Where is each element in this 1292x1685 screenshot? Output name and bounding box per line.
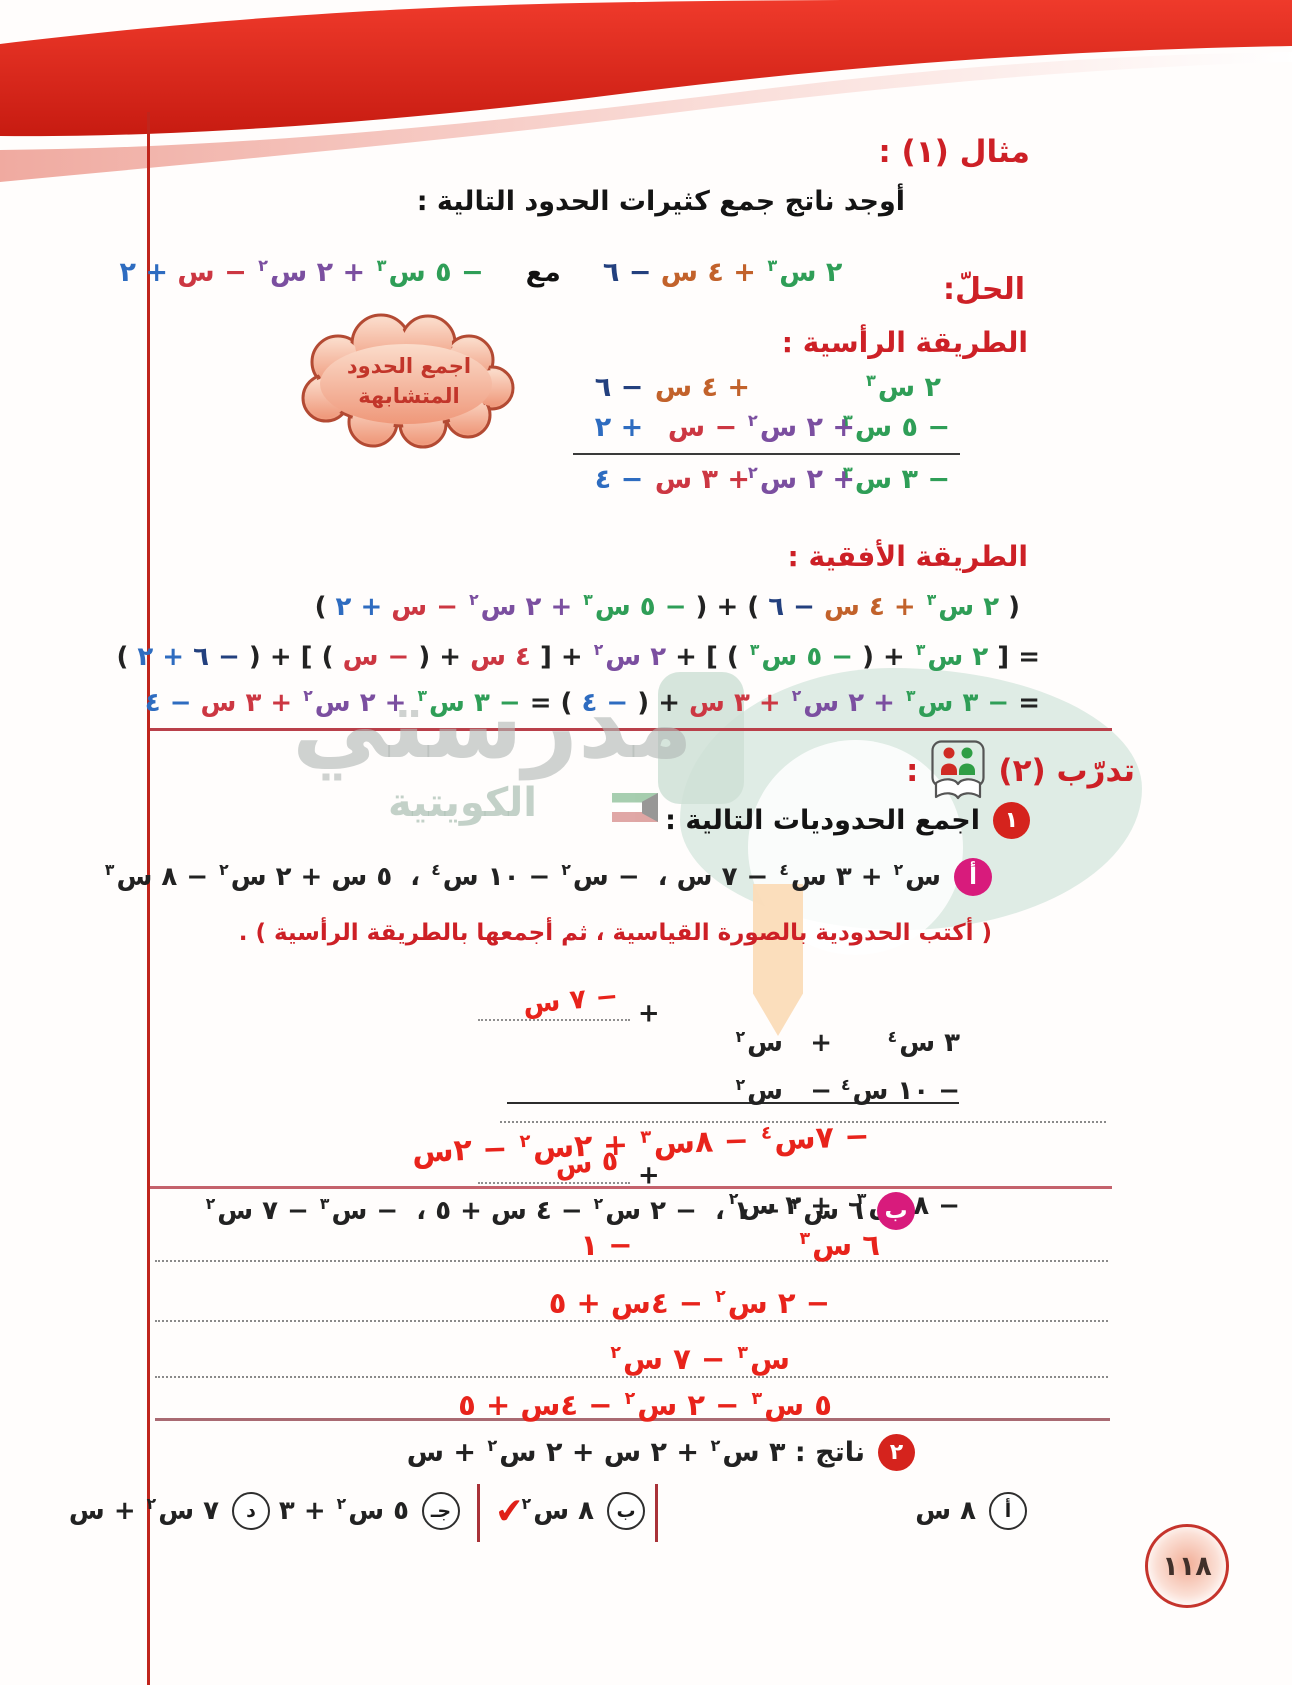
part-b-handwritten-answer: ٥ س٣ − ٢ س٢ − ٤س + ٥ xyxy=(458,1388,832,1422)
part-a: أ س٢ + ٣ س٤ − ٧ س ، − س٢ − ١٠ س٤ ، ٥ س +… xyxy=(103,858,992,896)
handwritten-term: − ٧ س xyxy=(521,981,620,1021)
option-c-badge: جـ xyxy=(422,1492,460,1530)
answer-dotted-line: − ٧ س xyxy=(477,981,630,1022)
answer-dotted-line xyxy=(155,1376,1108,1378)
option-divider-bar xyxy=(655,1484,658,1542)
part-a-badge: أ xyxy=(954,858,992,896)
flag-black-trapezoid xyxy=(642,793,658,822)
work-term: ٣ س٤ xyxy=(887,1027,960,1059)
vertical-term: − ٥ س٣ xyxy=(842,411,950,443)
section-divider xyxy=(150,1186,1112,1189)
answer-dotted-line xyxy=(155,1320,1108,1322)
horizontal-step-3: = − ٣ س٣ + ٢ س٢ + ٣ س + ( − ٤ ) = − ٣ س٣… xyxy=(144,687,1040,718)
practice-header: تدرّب (٢) : xyxy=(906,740,1135,802)
vertical-addition: ٢ س٣ + ٤ س − ٦ − ٥ س٣ + ٢ س٢ − س + ٢ − ٣… xyxy=(573,371,960,495)
vertical-result-term: − ٣ س٣ xyxy=(842,463,950,495)
vertical-term: + ٢ xyxy=(594,412,644,443)
option-divider-bar xyxy=(477,1484,480,1542)
watermark-sub-text: الكويتية xyxy=(388,780,538,826)
answer-dotted-line xyxy=(500,1121,1106,1123)
cloud-text-line2: المتشابهة xyxy=(358,384,460,408)
practice-title: تدرّب (٢) xyxy=(998,753,1135,789)
vertical-term: + ٤ س xyxy=(654,372,750,403)
answer-dotted-line: ٥ س xyxy=(477,1145,630,1184)
watermark-brand-text: مدرستي xyxy=(292,668,693,780)
option-d-badge: د xyxy=(232,1492,270,1530)
part-b-handwritten-line-2: − ٢ س٢ − ٤س + ٥ xyxy=(548,1286,830,1320)
vertical-method-label: الطريقة الرأسية : xyxy=(781,326,1028,359)
cloud-text-line1: اجمع الحدود xyxy=(346,354,472,378)
option-b-badge: ب xyxy=(607,1492,645,1530)
plus-sign: + xyxy=(637,1160,660,1191)
part-b-handwritten-line-3: س٣ − ٧ س٢ xyxy=(610,1342,790,1376)
vertical-result-term: + ٢ س٢ xyxy=(747,463,855,495)
part-b-handwritten-line-1: ٦ س٣− ١ xyxy=(580,1228,880,1262)
part-b: ب ٦ س٣ − ١ ، − ٢ س٢ − ٤ س + ٥ ، − س٣ − ٧… xyxy=(204,1192,915,1230)
option-d-value: ٧ س٢ + س xyxy=(68,1495,219,1526)
part-b-polynomials: ٦ س٣ − ١ ، − ٢ س٢ − ٤ س + ٥ ، − س٣ − ٧ س… xyxy=(205,1195,864,1226)
question-1-text: اجمع الحدوديات التالية : xyxy=(665,805,980,836)
vertical-term: + ٢ س٢ xyxy=(747,411,855,443)
work-term: + ٢ س٢ xyxy=(728,1189,832,1221)
pair-work-icon xyxy=(931,740,985,800)
work-term: + س٢ xyxy=(735,1027,832,1059)
addition-rule-line xyxy=(573,453,960,455)
with-label: مع xyxy=(525,257,561,288)
plus-sign: + xyxy=(637,998,660,1029)
part-a-vertical-work: ٣ س٤ + س٢ +− ٧ س − ١٠ س٤ − س٢ − ٨ س٣ + ٢… xyxy=(476,962,960,1221)
example-polynomials-line: ٢ س٣ + ٤ س − ٦ مع − ٥ س٣ + ٢ س٢ − س + ٢ xyxy=(119,226,880,319)
answer-dotted-line xyxy=(155,1260,1108,1262)
polynomial-2: − ٥ س٣ + ٢ س٢ − س + ٢ xyxy=(119,256,484,288)
question-2-text: ناتج : ٣ س٢ + ٢ س + ٢ س٢ + س xyxy=(406,1436,865,1468)
section-divider xyxy=(150,728,1112,731)
vertical-term: − س xyxy=(667,412,738,443)
horizontal-method-label: الطريقة الأفقية : xyxy=(787,540,1029,573)
question-2-number-badge: ٢ xyxy=(878,1434,915,1471)
question-1: ١ اجمع الحدوديات التالية : xyxy=(665,802,1030,839)
page-number: ١١٨ xyxy=(1162,1550,1212,1582)
solution-label: الحلّ: xyxy=(943,272,1025,307)
section-divider xyxy=(155,1418,1110,1421)
option-a: أ ٨ س xyxy=(915,1492,1027,1530)
part-a-polynomials: س٢ + ٣ س٤ − ٧ س ، − س٢ − ١٠ س٤ ، ٥ س + ٢… xyxy=(104,861,941,892)
kuwait-flag-icon xyxy=(612,793,658,822)
question-2: ٢ ناتج : ٣ س٢ + ٢ س + ٢ س٢ + س xyxy=(407,1434,915,1471)
watermark-logo-piece xyxy=(658,672,744,804)
work-sum-rule-line xyxy=(507,1102,959,1104)
work-answer-slot: + − ٧ س xyxy=(476,962,714,1058)
polynomial-1: ٢ س٣ + ٤ س − ٦ xyxy=(602,256,843,288)
option-a-value: ٨ س xyxy=(915,1496,976,1526)
work-term: − ١٠ س٤ xyxy=(840,1075,960,1107)
left-margin-line xyxy=(147,112,150,1685)
work-answer-slot: +٥ س xyxy=(476,1124,714,1220)
vertical-term-empty xyxy=(750,372,855,403)
option-b: ب ٨ س٢ xyxy=(520,1492,645,1530)
example-title: مثال (١) : xyxy=(878,134,1030,170)
practice-title-colon: : xyxy=(905,753,919,789)
horizontal-step-1: ( ٢ س٣ + ٤ س − ٦ ) + ( − ٥ س٣ + ٢ س٢ − س… xyxy=(314,591,1020,622)
horizontal-step-2: = [ ٢ س٣ + ( − ٥ س٣ ) ] + ٢ س٢ + [ ٤ س +… xyxy=(116,641,1040,672)
part-a-instruction: ( أكتب الحدودية بالصورة القياسية ، ثم أج… xyxy=(238,920,992,946)
handwritten-checkmark: ✔ xyxy=(493,1491,526,1533)
cloud-shape xyxy=(301,313,515,449)
option-b-value: ٨ س٢ xyxy=(521,1495,594,1526)
example-prompt: أوجد ناتج جمع كثيرات الحدود التالية : xyxy=(416,186,905,217)
vertical-result-term: − ٤ xyxy=(594,464,644,495)
header-swoosh-graphic xyxy=(0,0,1292,182)
page-number-badge: ١١٨ xyxy=(1145,1524,1229,1608)
option-a-badge: أ xyxy=(989,1492,1027,1530)
option-d: د ٧ س٢ + س xyxy=(69,1492,270,1530)
work-term: − س٢ xyxy=(735,1075,832,1107)
vertical-term: − ٦ xyxy=(594,372,644,403)
vertical-term: ٢ س٣ xyxy=(865,371,942,403)
question-1-number-badge: ١ xyxy=(993,802,1030,839)
cloud-callout: اجمع الحدود المتشابهة xyxy=(293,308,525,456)
vertical-result-term: + ٣ س xyxy=(654,464,750,495)
part-b-badge: ب xyxy=(877,1192,915,1230)
